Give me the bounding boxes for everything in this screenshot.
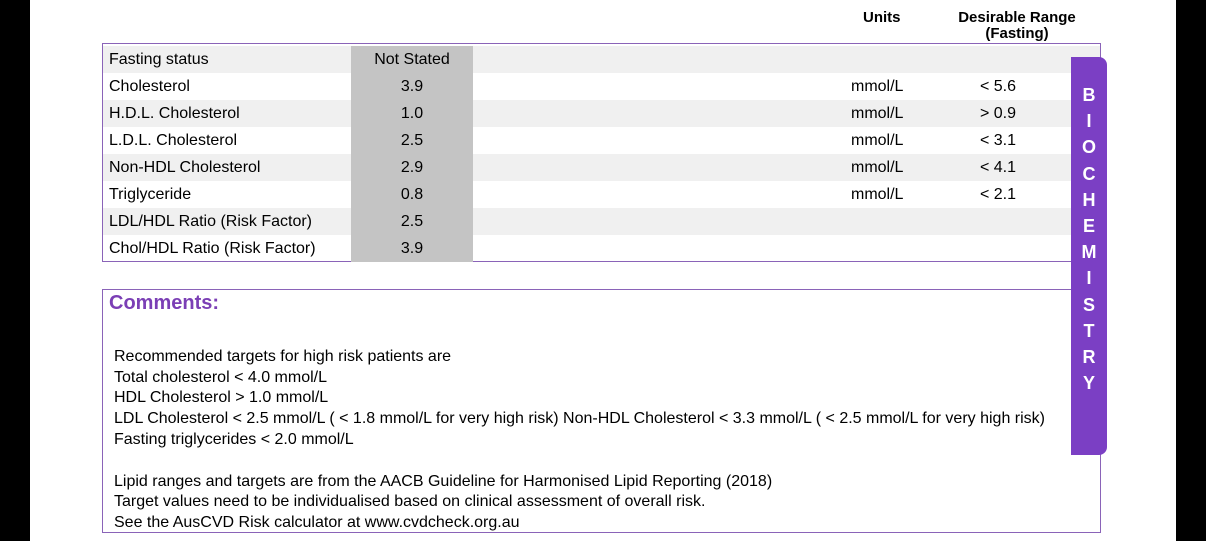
side-tab-letter: B [1082,85,1096,105]
test-name: H.D.L. Cholesterol [109,105,240,122]
side-tab-letter: T [1083,320,1095,341]
result-row: Triglyceride 0.8 mmol/L < 2.1 [103,181,1100,208]
units-header: Units [863,9,901,26]
range-header-line1: Desirable Range [958,9,1076,26]
test-name: Triglyceride [109,186,192,203]
result-row: H.D.L. Cholesterol 1.0 mmol/L > 0.9 [103,100,1100,127]
test-value: 0.8 [351,181,473,208]
biochemistry-side-tab: BIOCHEMISTRYBIOCHEMISTRY [1071,57,1107,455]
result-row: LDL/HDL Ratio (Risk Factor) 2.5 [103,208,1100,235]
result-row: L.D.L. Cholesterol 2.5 mmol/L < 3.1 [103,127,1100,154]
comment-line: HDL Cholesterol > 1.0 mmol/L [114,389,329,407]
test-range: < 4.1 [979,159,1017,176]
test-name: LDL/HDL Ratio (Risk Factor) [109,213,313,230]
test-name: L.D.L. Cholesterol [109,132,238,149]
comment-line: Lipid ranges and targets are from the AA… [114,472,773,490]
test-range: < 5.6 [979,78,1017,95]
comment-line [114,451,1094,472]
test-value: 3.9 [351,235,473,262]
test-unit: mmol/L [851,78,904,95]
comment-line: LDL Cholesterol < 2.5 mmol/L ( < 1.8 mmo… [114,410,1045,448]
test-name: Cholesterol [109,78,190,95]
side-tab-letter: R [1082,347,1096,368]
range-header: Desirable Range (Fasting) [942,10,1092,42]
side-tab-letter: Y [1082,373,1095,394]
test-value: 3.9 [351,73,473,100]
side-tab-letter: O [1081,137,1096,158]
test-name: Non-HDL Cholesterol [109,159,261,176]
test-unit: mmol/L [851,159,904,176]
test-value: 2.9 [351,154,473,181]
result-row: Cholesterol 3.9 mmol/L < 5.6 [103,73,1100,100]
test-value: 1.0 [351,100,473,127]
comments-body: Recommended targets for high risk patien… [114,347,1094,534]
test-unit: mmol/L [851,132,904,149]
comments-box: Comments: Recommended targets for high r… [102,289,1101,533]
result-row: Non-HDL Cholesterol 2.9 mmol/L < 4.1 [103,154,1100,181]
report-page: Units Desirable Range (Fasting) Fasting … [30,0,1176,541]
side-tab-letter: E [1082,216,1095,237]
test-value: Not Stated [351,46,473,73]
result-row: Fasting status Not Stated [103,46,1100,73]
side-tab-letter: S [1082,294,1095,315]
comment-line: See the AusCVD Risk calculator at www.cv… [114,513,520,531]
test-unit: mmol/L [851,186,904,203]
test-range: < 3.1 [979,132,1017,149]
side-tab-letter: I [1086,268,1092,289]
test-value: 2.5 [351,127,473,154]
result-row: Chol/HDL Ratio (Risk Factor) 3.9 [103,235,1100,262]
test-unit: mmol/L [851,105,904,122]
test-name: Chol/HDL Ratio (Risk Factor) [109,240,316,257]
comment-line: Total cholesterol < 4.0 mmol/L [114,368,327,386]
comments-title: Comments: [109,292,220,314]
comment-line: Recommended targets for high risk patien… [114,348,452,365]
test-range: < 2.1 [979,186,1017,203]
side-tab-letter: C [1082,163,1096,184]
side-tab-letter: I [1086,111,1092,132]
comment-line: Target values need to be individualised … [114,493,706,511]
side-tab-letter: M [1081,242,1097,263]
test-range: > 0.9 [979,105,1017,122]
test-name: Fasting status [109,51,209,68]
results-table: Fasting status Not Stated Cholesterol 3.9 mm… [102,43,1101,262]
side-tab-letter: H [1082,189,1096,210]
range-header-line2: (Fasting) [985,25,1049,42]
test-value: 2.5 [351,208,473,235]
